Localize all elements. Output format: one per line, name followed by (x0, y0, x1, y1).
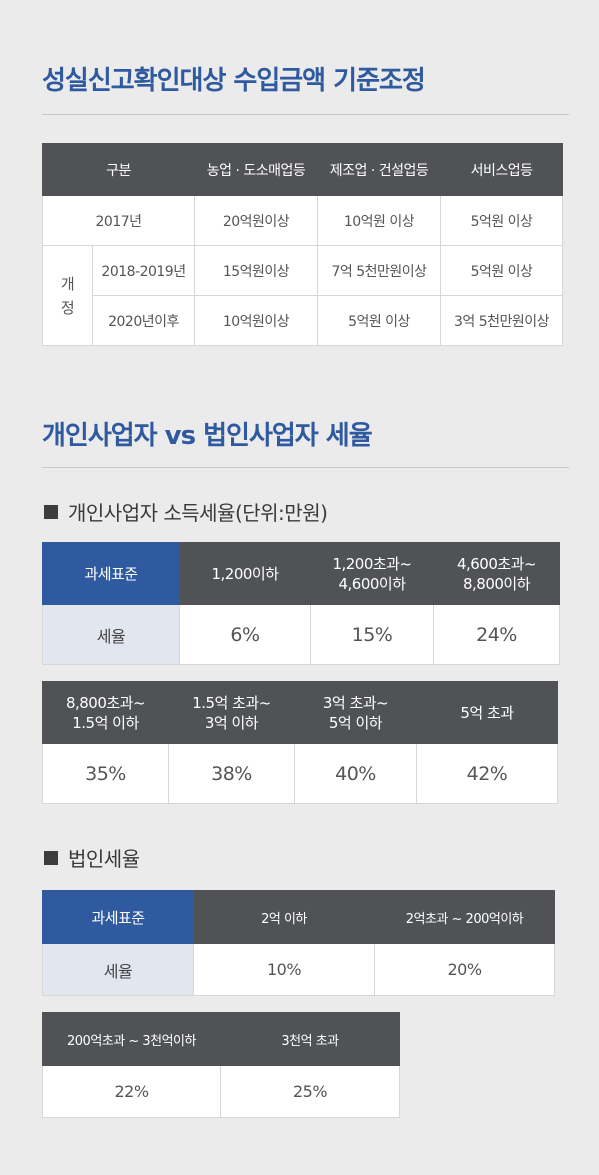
table-row: 2017년 20억원이상 10억원 이상 5억원 이상 (41, 195, 564, 246)
cell-value: 15억원이상 (194, 245, 319, 296)
table-header-row: 과세표준 2억 이하 2억초과 ~ 200억이하 (42, 890, 555, 944)
row-label-2017: 2017년 (41, 195, 196, 246)
rate-value: 22% (42, 1065, 221, 1118)
divider (42, 114, 569, 115)
personal-tax-table-2: 8,800초과~ 1.5억 이하 1.5억 초과~ 3억 이하 3억 초과~ 5억 이… (42, 681, 558, 804)
audit-threshold-table: 구분 농업 · 도소매업등 제조업 · 건설업등 서비스업등 2017년 20억… (41, 143, 564, 346)
section-title-audit-threshold: 성실신고확인대상 수입금액 기준조정 (42, 66, 426, 96)
table-row: 35% 38% 40% 42% (42, 743, 558, 804)
rate-label: 세율 (42, 604, 180, 665)
bracket-header: 2억 이하 (193, 890, 375, 944)
table-row: 세율 6% 15% 24% (42, 604, 560, 665)
bracket-line-1: 1.5억 초과~ (192, 693, 271, 712)
rate-value: 6% (179, 604, 311, 665)
cell-value: 10억원 이상 (317, 195, 442, 246)
bracket-header: 5억 초과 (416, 681, 558, 744)
row-label-2018-2019: 2018-2019년 (91, 245, 196, 296)
bracket-header: 3억 초과~ 5억 이하 (294, 681, 417, 744)
bracket-header: 200억초과 ~ 3천억이하 (42, 1012, 221, 1066)
rate-label: 세율 (42, 943, 194, 996)
bracket-header: 4,600초과~ 8,800이하 (433, 542, 560, 605)
personal-tax-table-1: 과세표준 1,200이하 1,200초과~ 4,600이하 4,600초과~ 8,8… (42, 542, 560, 665)
bracket-line-1: 1,200이하 (211, 564, 279, 583)
bracket-header: 1,200이하 (179, 542, 311, 605)
table-header-row: 과세표준 1,200이하 1,200초과~ 4,600이하 4,600초과~ 8,8… (42, 542, 560, 605)
table-header-row: 구분 농업 · 도소매업등 제조업 · 건설업등 서비스업등 (41, 143, 564, 196)
rate-value: 25% (220, 1065, 400, 1118)
bracket-line-1: 4,600초과~ (456, 554, 537, 573)
table-header-row: 200억초과 ~ 3천억이하 3천억 초과 (42, 1012, 400, 1066)
row-label-2020-after: 2020년이후 (91, 295, 196, 346)
corporate-tax-table-1: 과세표준 2억 이하 2억초과 ~ 200억이하 세율 10% 20% (42, 890, 555, 996)
header-agriculture-retail: 농업 · 도소매업등 (194, 143, 319, 196)
section-title-tax-rates: 개인사업자 vs 법인사업자 세율 (42, 421, 373, 451)
square-bullet-icon (44, 504, 58, 519)
bracket-line-2: 4,600이하 (338, 574, 406, 593)
cell-value: 5억원 이상 (317, 295, 442, 346)
rate-value: 10% (193, 943, 375, 996)
bracket-header: 1.5억 초과~ 3억 이하 (168, 681, 295, 744)
header-category: 구분 (41, 143, 196, 196)
bracket-header: 2억초과 ~ 200억이하 (374, 890, 555, 944)
bracket-line-1: 1,200초과~ (332, 554, 412, 573)
cell-value: 3억 5천만원이상 (440, 295, 564, 346)
cell-value: 5억원 이상 (440, 195, 564, 246)
bracket-header: 3천억 초과 (220, 1012, 400, 1066)
cell-value: 20억원이상 (194, 195, 319, 246)
corporate-tax-heading: 법인세율 (44, 843, 140, 872)
bracket-line-2: 8,800이하 (462, 574, 531, 593)
rate-value: 24% (433, 604, 560, 665)
bracket-line-1: 5억 초과 (460, 703, 514, 722)
rate-value: 40% (294, 743, 417, 804)
header-tax-base: 과세표준 (42, 542, 180, 605)
header-manufacturing-construction: 제조업 · 건설업등 (317, 143, 442, 196)
rate-value: 42% (416, 743, 558, 804)
rate-value: 15% (310, 604, 434, 665)
table-row: 세율 10% 20% (42, 943, 555, 996)
bracket-line-2: 1.5억 이하 (72, 713, 139, 732)
rate-value: 20% (374, 943, 555, 996)
square-bullet-icon (44, 850, 58, 865)
corporate-tax-heading-text: 법인세율 (68, 847, 140, 871)
table-header-row: 8,800초과~ 1.5억 이하 1.5억 초과~ 3억 이하 3억 초과~ 5억 이… (42, 681, 558, 744)
rate-value: 35% (42, 743, 169, 804)
cell-value: 10억원이상 (194, 295, 319, 346)
table-row: 2020년이후 10억원이상 5억원 이상 3억 5천만원이상 (43, 295, 564, 346)
rate-value: 38% (168, 743, 295, 804)
cell-value: 7억 5천만원이상 (317, 245, 442, 296)
table-row: 22% 25% (42, 1065, 400, 1118)
cell-value: 5억원 이상 (440, 245, 564, 296)
header-services: 서비스업등 (440, 143, 564, 196)
bracket-line-2: 5억 이하 (328, 713, 383, 732)
bracket-line-2: 3억 이하 (204, 713, 259, 732)
personal-tax-heading: 개인사업자 소득세율(단위:만원) (44, 497, 328, 526)
bracket-header: 1,200초과~ 4,600이하 (310, 542, 434, 605)
bracket-line-1: 3억 초과~ (322, 693, 389, 712)
corporate-tax-table-2: 200억초과 ~ 3천억이하 3천억 초과 22% 25% (42, 1012, 400, 1118)
personal-tax-heading-text: 개인사업자 소득세율(단위:만원) (68, 501, 328, 525)
header-tax-base: 과세표준 (42, 890, 194, 944)
divider (42, 467, 569, 468)
bracket-header: 8,800초과~ 1.5억 이하 (42, 681, 169, 744)
bracket-line-1: 8,800초과~ (65, 693, 146, 712)
